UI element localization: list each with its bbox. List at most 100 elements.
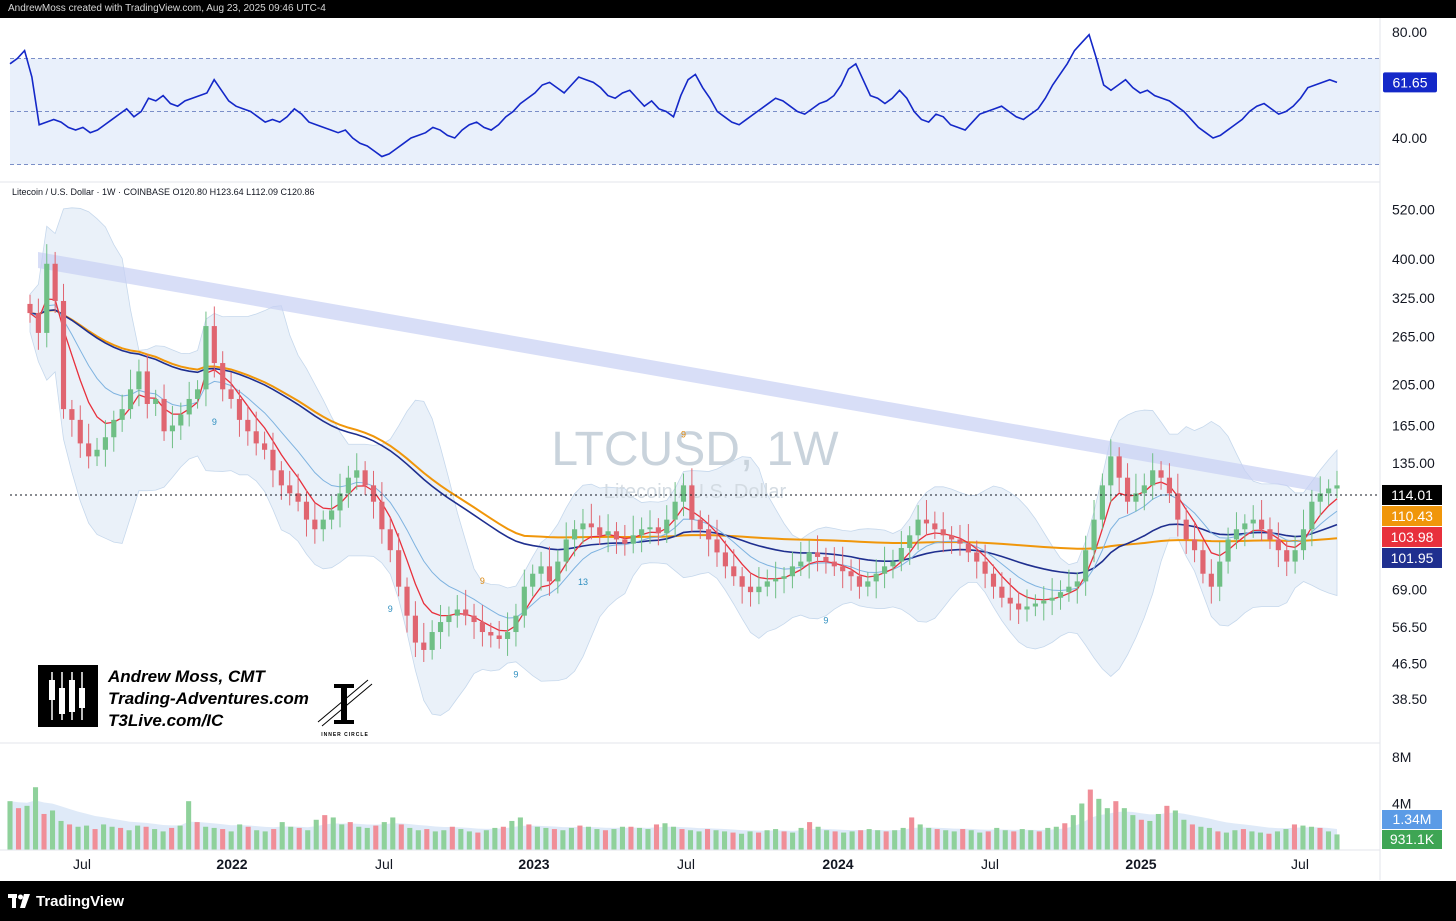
volume-bar xyxy=(594,829,600,850)
time-axis-tick: Jul xyxy=(375,856,393,872)
candle-body xyxy=(370,485,377,502)
price-axis-tick: 165.00 xyxy=(1392,417,1435,433)
candle-body xyxy=(856,576,863,587)
rsi-line xyxy=(9,33,1338,158)
volume-bar xyxy=(24,805,30,850)
volume-bar xyxy=(798,827,804,850)
volume-bar xyxy=(577,825,583,850)
price-badge-label: 110.43 xyxy=(1391,508,1433,524)
candle-body xyxy=(194,389,201,399)
volume-bar xyxy=(696,831,702,850)
inner-circle-logo-icon xyxy=(334,720,354,724)
td-marker: 13 xyxy=(578,577,588,587)
td-marker: 9 xyxy=(681,429,686,439)
candle-body xyxy=(504,632,511,639)
tradingview-logo-icon xyxy=(8,894,30,908)
volume-bar xyxy=(585,826,591,850)
candle-body xyxy=(463,609,469,616)
candle-body xyxy=(253,431,259,444)
candle-body xyxy=(1016,603,1022,610)
candle-body xyxy=(1334,485,1340,489)
watermark-symbol: LTCUSD, 1W xyxy=(551,423,839,476)
volume-bar xyxy=(1249,831,1255,850)
volume-bar xyxy=(339,824,345,850)
volume-bar xyxy=(951,831,957,850)
candle-body xyxy=(1066,586,1072,593)
time-axis-tick: 2022 xyxy=(216,856,247,872)
candle-body xyxy=(60,300,67,410)
candle-body xyxy=(421,642,427,650)
candle-body xyxy=(262,443,268,450)
volume-bar xyxy=(271,829,277,850)
volume-bar xyxy=(1053,826,1059,850)
candle-body xyxy=(102,437,108,450)
candle-body xyxy=(320,519,326,530)
brand-logo-stroke xyxy=(79,688,85,708)
volume-bar xyxy=(15,808,22,850)
candle-body xyxy=(1309,501,1315,530)
candle-body xyxy=(1074,581,1080,587)
volume-bar xyxy=(483,830,489,850)
tradingview-brand[interactable]: TradingView xyxy=(8,891,124,911)
volume-bar xyxy=(739,833,745,850)
watermark-name: Litecoin / U.S. Dollar xyxy=(604,481,787,503)
brand-author: Andrew Moss, CMT xyxy=(107,667,266,686)
candle-body xyxy=(362,470,368,486)
volume-bar xyxy=(7,801,13,850)
candle-body xyxy=(1326,488,1332,494)
volume-bar xyxy=(415,830,421,850)
volume-bar xyxy=(381,822,387,850)
volume-bar xyxy=(1257,832,1263,850)
volume-bar xyxy=(883,831,889,850)
chart-panel: 80.00 40.00 61.65 LTCUSD, 1W Litecoin / U.S… xyxy=(0,18,1456,881)
volume-bar xyxy=(670,826,677,850)
candle-body xyxy=(379,501,385,530)
candle-body xyxy=(521,586,527,616)
price-axis-tick: 205.00 xyxy=(1392,377,1435,393)
candle-body xyxy=(789,566,795,577)
candle-body xyxy=(680,485,687,502)
volume-bar xyxy=(101,824,107,850)
candle-body xyxy=(312,519,318,530)
volume-bar xyxy=(1189,824,1195,850)
volume-bar xyxy=(1291,824,1298,850)
volume-bar xyxy=(713,830,719,850)
volume-bar xyxy=(220,829,226,850)
chart-svg[interactable]: 80.00 40.00 61.65 LTCUSD, 1W Litecoin / U.S… xyxy=(0,18,1456,881)
volume-bar xyxy=(254,830,260,850)
volume-bar xyxy=(1300,825,1306,850)
candle-body xyxy=(639,529,645,536)
candle-body xyxy=(496,635,502,639)
volume-bar xyxy=(781,831,787,850)
candle-body xyxy=(35,313,41,333)
candle-body xyxy=(1133,493,1139,502)
volume-bar xyxy=(960,829,966,850)
candle-body xyxy=(119,409,125,420)
volume-bar xyxy=(1019,829,1025,850)
volume-bar xyxy=(1104,808,1110,850)
volume-bar xyxy=(815,826,821,850)
brand-logo-stroke xyxy=(49,680,55,700)
candle-body xyxy=(220,363,226,390)
candle-body xyxy=(731,566,737,577)
volume-bar xyxy=(968,830,974,850)
price-axis-tick: 325.00 xyxy=(1392,290,1435,306)
candle-body xyxy=(990,573,997,587)
candle-body xyxy=(86,443,92,457)
candle-body xyxy=(211,326,217,364)
volume-bar xyxy=(228,831,234,850)
volume-badge-label: 1.34M xyxy=(1393,811,1432,827)
candle-body xyxy=(412,615,418,643)
candle-body xyxy=(354,470,360,478)
candle-body xyxy=(915,519,921,536)
volume-badge xyxy=(1382,830,1442,849)
candle-body xyxy=(781,576,787,579)
candle-body xyxy=(1217,561,1223,587)
time-axis-tick: Jul xyxy=(677,856,695,872)
time-axis-tick: Jul xyxy=(981,856,999,872)
volume-bar xyxy=(1164,805,1170,850)
volume-axis-tick: 8M xyxy=(1392,749,1411,765)
volume-bar xyxy=(1147,820,1153,850)
volume-bar xyxy=(764,830,770,850)
candle-body xyxy=(287,485,293,494)
